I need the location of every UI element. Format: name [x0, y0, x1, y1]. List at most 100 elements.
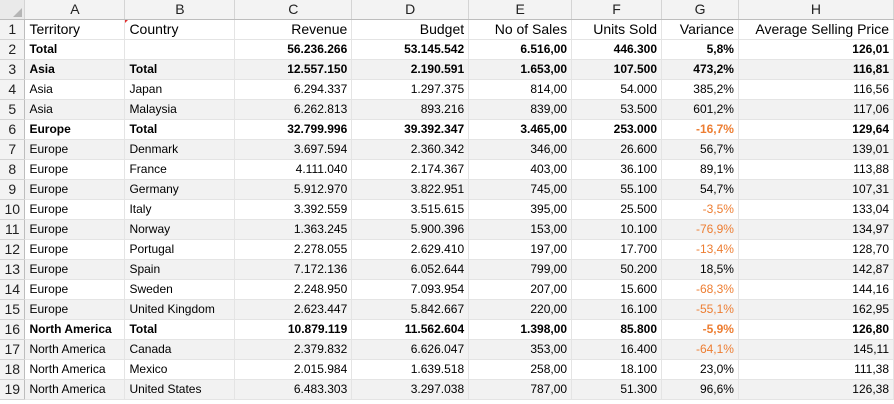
revenue-cell[interactable]: 4.111.040	[234, 159, 353, 180]
territory-cell[interactable]: Europe	[24, 159, 126, 180]
revenue-cell[interactable]: 1.363.245	[234, 219, 353, 240]
variance-cell[interactable]: -5,9%	[661, 319, 739, 340]
sales-cell[interactable]: 3.465,00	[468, 119, 573, 140]
country-cell[interactable]	[124, 39, 236, 60]
units-sold-cell[interactable]: 253.000	[571, 119, 663, 140]
avg-selling-price-cell[interactable]: 144,16	[738, 279, 894, 300]
territory-cell[interactable]: Europe	[24, 299, 126, 320]
country-cell[interactable]: Spain	[124, 259, 236, 280]
budget-cell[interactable]: 2.629.410	[351, 239, 470, 260]
revenue-cell[interactable]: 6.294.337	[234, 79, 353, 100]
row-header[interactable]: 8	[0, 159, 26, 180]
country-cell[interactable]: Italy	[124, 199, 236, 220]
row-header[interactable]: 17	[0, 339, 26, 360]
revenue-cell[interactable]: 3.392.559	[234, 199, 353, 220]
revenue-cell[interactable]: 7.172.136	[234, 259, 353, 280]
revenue-cell[interactable]: 5.912.970	[234, 179, 353, 200]
budget-cell[interactable]: 3.822.951	[351, 179, 470, 200]
budget-cell[interactable]: 5.842.667	[351, 299, 470, 320]
territory-cell[interactable]: Europe	[24, 259, 126, 280]
country-cell[interactable]: United Kingdom	[124, 299, 236, 320]
sales-cell[interactable]: 197,00	[468, 239, 573, 260]
variance-cell[interactable]: -55,1%	[661, 299, 739, 320]
revenue-cell[interactable]: 32.799.996	[234, 119, 353, 140]
budget-cell[interactable]: 39.392.347	[351, 119, 470, 140]
revenue-cell[interactable]: 10.879.119	[234, 319, 353, 340]
avg-selling-price-cell[interactable]: 126,38	[738, 379, 894, 400]
header-average-selling-price[interactable]: Average Selling Price	[738, 19, 894, 40]
country-cell[interactable]: Denmark	[124, 139, 236, 160]
budget-cell[interactable]: 53.145.542	[351, 39, 470, 60]
territory-cell[interactable]: North America	[24, 319, 126, 340]
country-cell[interactable]: France	[124, 159, 236, 180]
sales-cell[interactable]: 1.398,00	[468, 319, 573, 340]
country-cell[interactable]: Germany	[124, 179, 236, 200]
country-cell[interactable]: Japan	[124, 79, 236, 100]
column-header-a[interactable]: A	[24, 0, 126, 20]
units-sold-cell[interactable]: 16.100	[571, 299, 663, 320]
row-header[interactable]: 13	[0, 259, 26, 280]
column-header-c[interactable]: C	[234, 0, 353, 20]
budget-cell[interactable]: 11.562.604	[351, 319, 470, 340]
row-header[interactable]: 5	[0, 99, 26, 120]
units-sold-cell[interactable]: 107.500	[571, 59, 663, 80]
row-header[interactable]: 10	[0, 199, 26, 220]
row-header[interactable]: 12	[0, 239, 26, 260]
revenue-cell[interactable]: 6.262.813	[234, 99, 353, 120]
variance-cell[interactable]: 18,5%	[661, 259, 739, 280]
variance-cell[interactable]: -64,1%	[661, 339, 739, 360]
revenue-cell[interactable]: 3.697.594	[234, 139, 353, 160]
variance-cell[interactable]: -13,4%	[661, 239, 739, 260]
units-sold-cell[interactable]: 54.000	[571, 79, 663, 100]
revenue-cell[interactable]: 6.483.303	[234, 379, 353, 400]
header-no-of-sales[interactable]: No of Sales	[468, 19, 573, 40]
variance-cell[interactable]: -76,9%	[661, 219, 739, 240]
revenue-cell[interactable]: 2.623.447	[234, 299, 353, 320]
row-header[interactable]: 19	[0, 379, 26, 400]
row-header[interactable]: 9	[0, 179, 26, 200]
avg-selling-price-cell[interactable]: 134,97	[738, 219, 894, 240]
territory-cell[interactable]: North America	[24, 339, 126, 360]
select-all-corner[interactable]	[0, 0, 26, 20]
sales-cell[interactable]: 353,00	[468, 339, 573, 360]
revenue-cell[interactable]: 2.015.984	[234, 359, 353, 380]
sales-cell[interactable]: 745,00	[468, 179, 573, 200]
budget-cell[interactable]: 2.360.342	[351, 139, 470, 160]
variance-cell[interactable]: 56,7%	[661, 139, 739, 160]
column-header-f[interactable]: F	[571, 0, 663, 20]
comment-indicator-icon[interactable]	[124, 19, 129, 27]
country-cell[interactable]: Canada	[124, 339, 236, 360]
row-header[interactable]: 7	[0, 139, 26, 160]
territory-cell[interactable]: North America	[24, 359, 126, 380]
row-header[interactable]: 14	[0, 279, 26, 300]
sales-cell[interactable]: 6.516,00	[468, 39, 573, 60]
row-header[interactable]: 2	[0, 39, 26, 60]
sales-cell[interactable]: 787,00	[468, 379, 573, 400]
column-header-g[interactable]: G	[661, 0, 739, 20]
variance-cell[interactable]: 385,2%	[661, 79, 739, 100]
sales-cell[interactable]: 403,00	[468, 159, 573, 180]
column-header-e[interactable]: E	[468, 0, 573, 20]
variance-cell[interactable]: 473,2%	[661, 59, 739, 80]
units-sold-cell[interactable]: 10.100	[571, 219, 663, 240]
budget-cell[interactable]: 3.515.615	[351, 199, 470, 220]
avg-selling-price-cell[interactable]: 162,95	[738, 299, 894, 320]
budget-cell[interactable]: 1.639.518	[351, 359, 470, 380]
avg-selling-price-cell[interactable]: 113,88	[738, 159, 894, 180]
units-sold-cell[interactable]: 55.100	[571, 179, 663, 200]
country-cell[interactable]: Mexico	[124, 359, 236, 380]
territory-cell[interactable]: Europe	[24, 239, 126, 260]
units-sold-cell[interactable]: 53.500	[571, 99, 663, 120]
column-header-b[interactable]: B	[124, 0, 236, 20]
budget-cell[interactable]: 6.626.047	[351, 339, 470, 360]
units-sold-cell[interactable]: 50.200	[571, 259, 663, 280]
territory-cell[interactable]: Europe	[24, 199, 126, 220]
territory-cell[interactable]: Total	[24, 39, 126, 60]
territory-cell[interactable]: Europe	[24, 179, 126, 200]
header-variance[interactable]: Variance	[661, 19, 739, 40]
avg-selling-price-cell[interactable]: 116,56	[738, 79, 894, 100]
territory-cell[interactable]: Europe	[24, 279, 126, 300]
territory-cell[interactable]: Asia	[24, 99, 126, 120]
variance-cell[interactable]: -68,3%	[661, 279, 739, 300]
revenue-cell[interactable]: 2.379.832	[234, 339, 353, 360]
